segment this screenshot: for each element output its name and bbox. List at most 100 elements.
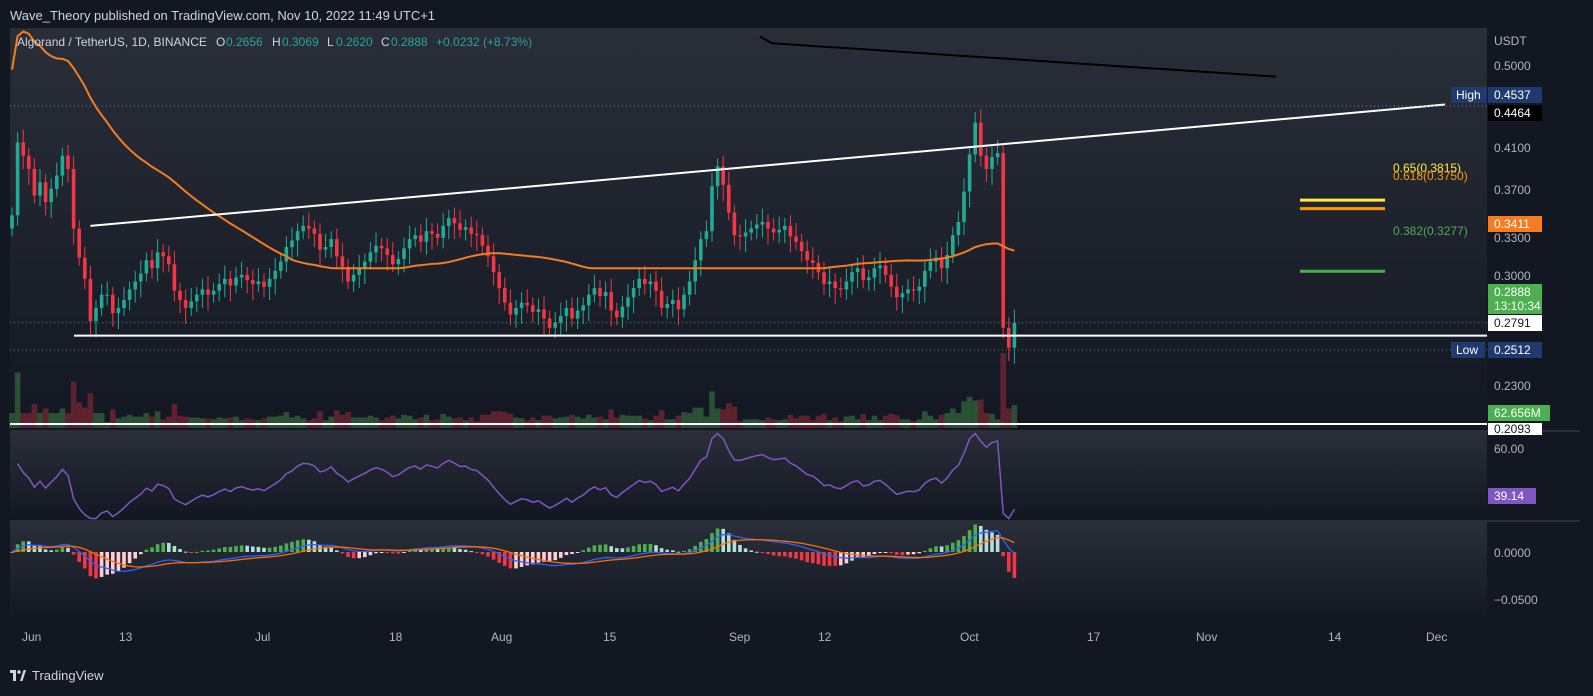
candle [122, 300, 126, 308]
volume-bar [485, 414, 491, 428]
candle [833, 281, 837, 289]
volume-bar [87, 393, 94, 428]
volume-bar [619, 414, 626, 428]
macd-histogram-bar [144, 549, 149, 552]
volume-bar [709, 391, 715, 428]
macd-histogram-bar [575, 552, 580, 553]
macd-histogram-bar [559, 552, 563, 558]
candle [503, 288, 507, 303]
macd-histogram-bar [251, 546, 255, 552]
candle [822, 272, 826, 285]
macd-histogram-bar [990, 532, 994, 552]
volume-bar [384, 417, 390, 428]
macd-histogram-bar [822, 552, 826, 566]
macd-histogram-bar [514, 552, 518, 569]
candle [167, 256, 171, 265]
macd-histogram-bar [956, 540, 961, 552]
candle [514, 307, 518, 315]
volume-bar [653, 415, 659, 428]
candle [895, 286, 899, 298]
candle [794, 236, 798, 242]
price-chart[interactable]: Algorand / TetherUS, 1D, BINANCE O 0.265… [0, 0, 1593, 660]
support-value: 0.2791 [1494, 316, 1531, 330]
candle [967, 154, 972, 192]
volume-bar [798, 415, 805, 428]
high-value: 0.3069 [282, 35, 319, 49]
volume-bar [703, 416, 710, 428]
macd-histogram-bar [475, 552, 479, 553]
candle [273, 270, 277, 279]
low-value-bg [1488, 342, 1542, 358]
macd-histogram-bar [861, 552, 865, 558]
volume-bar [126, 414, 133, 428]
volume-bar [882, 415, 889, 428]
candle [867, 277, 871, 281]
macd-histogram-bar [783, 552, 787, 557]
macd-histogram-bar [732, 539, 737, 552]
candle [536, 309, 541, 312]
macd-histogram-bar [503, 552, 507, 566]
volume-bar [597, 416, 603, 428]
candle [564, 307, 569, 316]
volume-value: 62.656M [1494, 406, 1541, 420]
macd-histogram-bar [889, 552, 893, 554]
candle [27, 155, 31, 169]
candle [329, 239, 333, 248]
macd-histogram-bar [413, 549, 417, 552]
macd-histogram-bar [419, 549, 423, 552]
macd-layer [10, 524, 1017, 579]
volume-bar [350, 417, 357, 428]
candle [452, 217, 457, 224]
candle [553, 322, 557, 328]
macd-line [11, 529, 1015, 573]
macd-histogram-bar [486, 552, 490, 557]
candle [105, 294, 109, 296]
candle [363, 261, 367, 269]
volume-bar [765, 417, 771, 428]
macd-histogram-bar [738, 544, 742, 552]
macd-histogram-bar [911, 552, 916, 555]
volume-bar [630, 415, 637, 428]
candle [351, 274, 356, 282]
candle [911, 289, 916, 291]
candle [542, 309, 546, 319]
candle [799, 241, 804, 252]
macd-histogram-bar [469, 551, 473, 553]
macd-histogram-bar [934, 546, 938, 552]
volume-bar [938, 414, 945, 428]
support-tag-bg [1488, 315, 1542, 331]
candle [402, 248, 406, 259]
volume-bar [194, 417, 200, 428]
bottom-line-tag-bg [1488, 423, 1542, 435]
volume-bar [989, 413, 995, 428]
candle [111, 294, 115, 314]
macd-histogram-bar [928, 548, 933, 552]
macd-histogram-bar [872, 552, 877, 555]
macd-histogram-bar [228, 546, 233, 552]
macd-histogram-bar [189, 552, 193, 553]
time-tick: Sep [729, 630, 751, 644]
candle [413, 235, 417, 240]
symbol-legend: Algorand / TetherUS, 1D, BINANCE O 0.265… [17, 35, 532, 49]
macd-histogram-bar [939, 546, 944, 552]
macd-histogram-bar [755, 551, 759, 553]
candle [755, 224, 759, 229]
volume-bar [558, 417, 564, 428]
candle [939, 257, 944, 269]
volume-bar [76, 402, 82, 428]
price-pane [10, 28, 1487, 428]
macd-histogram-bar [497, 552, 501, 563]
macd-histogram-bar [777, 552, 781, 557]
candle [430, 231, 434, 234]
ma50-line [11, 30, 1015, 270]
close-label: C [381, 35, 390, 49]
candle [861, 268, 865, 281]
candle [267, 278, 272, 287]
candle [878, 265, 882, 269]
candle [49, 188, 53, 203]
candle [396, 258, 401, 265]
candle [783, 225, 787, 230]
volume-bar [726, 403, 732, 428]
candle [984, 155, 989, 169]
volume-bar [686, 413, 693, 428]
